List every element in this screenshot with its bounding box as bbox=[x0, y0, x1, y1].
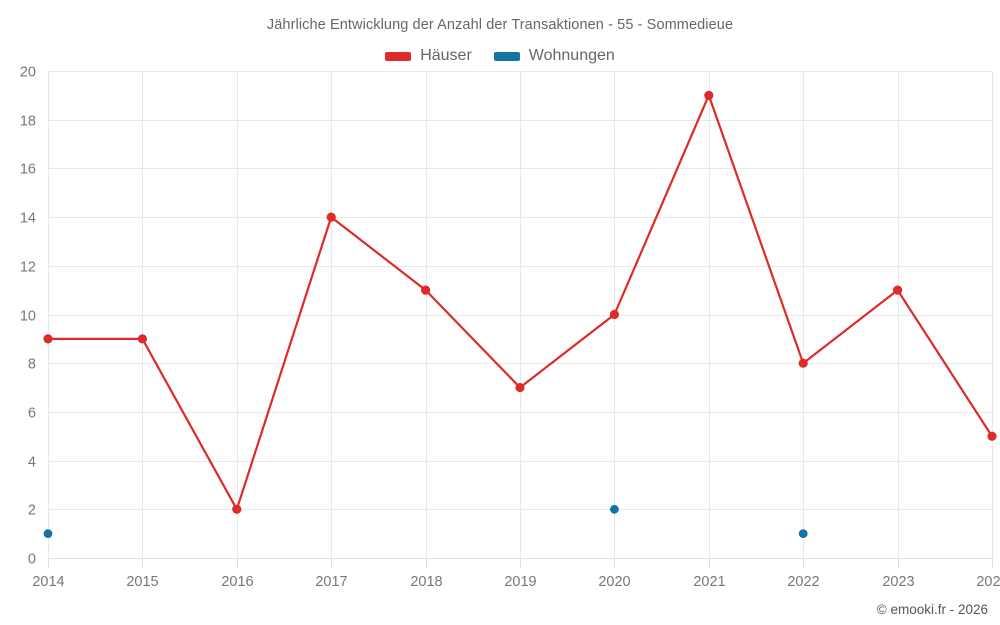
data-point[interactable]: 2016 – Häuser: 2 bbox=[232, 504, 242, 514]
legend-swatch-wohnungen bbox=[493, 51, 520, 61]
x-tick-label: 2022 bbox=[787, 574, 819, 590]
y-tick-label: 14 bbox=[20, 211, 36, 227]
data-point[interactable]: 2020 – Häuser: 10 bbox=[609, 309, 620, 320]
legend-item-wohnungen[interactable]: Wohnungen bbox=[493, 47, 615, 65]
legend-label-wohnungen: Wohnungen bbox=[528, 47, 615, 64]
data-point[interactable]: 2014 – Wohnungen: 1 bbox=[43, 529, 53, 539]
x-tick-label: 2017 bbox=[315, 574, 347, 590]
data-point[interactable]: 2019 – Häuser: 7 bbox=[515, 382, 525, 393]
data-point[interactable]: 2022 – Wohnungen: 1 bbox=[798, 529, 808, 539]
x-tick-label: 2015 bbox=[126, 574, 158, 590]
chart-title: Jährliche Entwicklung der Anzahl der Tra… bbox=[266, 17, 734, 33]
data-point[interactable]: 2022 – Häuser: 8 bbox=[798, 358, 808, 368]
x-tick-label: 2014 bbox=[32, 574, 64, 590]
x-tick-label: 2016 bbox=[221, 574, 253, 590]
y-tick-label: 18 bbox=[20, 114, 36, 130]
x-tick-label: 2020 bbox=[598, 574, 630, 590]
legend-swatch-haeuser bbox=[385, 51, 412, 61]
data-point[interactable]: 2018 – Häuser: 11 bbox=[421, 285, 431, 295]
y-tick-label: 12 bbox=[20, 260, 36, 276]
y-tick-label: 0 bbox=[28, 552, 36, 568]
y-tick-label: 20 bbox=[20, 65, 36, 81]
data-point[interactable]: 2014 – Häuser: 9 bbox=[43, 334, 53, 344]
data-point[interactable]: 2020 – Wohnungen: 2 bbox=[610, 504, 619, 514]
data-point[interactable]: 2017 – Häuser: 14 bbox=[326, 212, 336, 222]
x-tick-label: 2018 bbox=[410, 574, 442, 590]
data-point[interactable]: 2023 – Häuser: 11 bbox=[893, 285, 903, 295]
y-tick-label: 6 bbox=[28, 406, 36, 422]
legend-label-haeuser: Häuser bbox=[420, 47, 472, 64]
y-tick-label: 4 bbox=[28, 455, 36, 471]
y-tick-label: 8 bbox=[28, 357, 36, 373]
legend-item-haeuser[interactable]: Häuser bbox=[385, 47, 472, 65]
chart-legend: Häuser Wohnungen bbox=[0, 44, 1000, 68]
data-point[interactable]: 2015 – Häuser: 9 bbox=[137, 334, 147, 344]
y-tick-label: 2 bbox=[28, 503, 36, 519]
y-tick-label: 16 bbox=[20, 162, 36, 178]
data-point[interactable]: 2021 – Häuser: 19 bbox=[704, 90, 714, 100]
data-point[interactable]: 2024 – Häuser: 5 bbox=[987, 431, 997, 441]
x-tick-label: 2023 bbox=[882, 574, 914, 590]
footer-credit: © emooki.fr - 2026 bbox=[876, 602, 988, 617]
x-tick-label: 2024 bbox=[976, 574, 1000, 590]
y-tick-label: 10 bbox=[20, 309, 36, 325]
x-tick-label: 2019 bbox=[504, 574, 536, 590]
x-tick-label: 2021 bbox=[693, 574, 725, 590]
